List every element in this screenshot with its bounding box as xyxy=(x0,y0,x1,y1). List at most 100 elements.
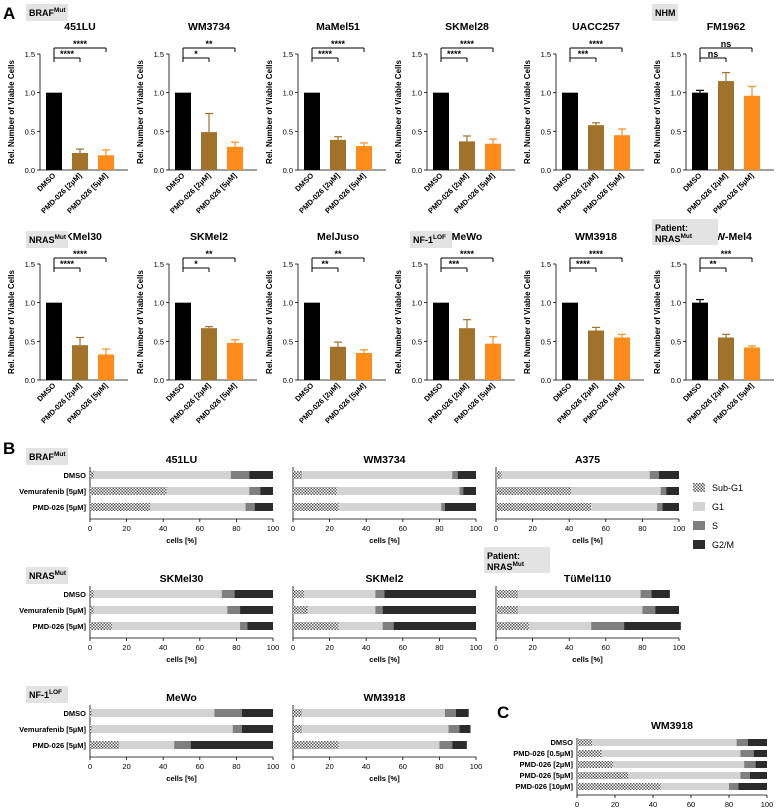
y-tick-label: 1.0 xyxy=(671,89,681,98)
x-tick-label: 100 xyxy=(470,524,483,533)
x-tick-label: 100 xyxy=(673,524,686,533)
x-tick-label: 20 xyxy=(325,643,333,652)
x-category-label: DMSO xyxy=(681,381,703,403)
bar-2-seg-2 xyxy=(517,606,643,614)
bar-1 xyxy=(304,92,320,170)
bar-2-seg-3 xyxy=(642,606,656,614)
bar-3-seg-2 xyxy=(591,503,658,511)
viability-chart-2: WM3734 Rel. Number of Viable Cells 0.0 0.5 1… xyxy=(136,21,257,215)
y-category-label: PMD-026 [5µM] xyxy=(33,741,87,750)
tag-patient-nras: Patient:NRASMut xyxy=(652,219,718,245)
bar-2-seg-1 xyxy=(496,606,518,614)
bar-3-seg-3 xyxy=(439,741,453,749)
sig-label-long: **** xyxy=(589,249,604,259)
sig-label-long: **** xyxy=(331,39,346,49)
bar-3-seg-3 xyxy=(657,503,663,511)
y-category-label: PMD-026 [10µM] xyxy=(515,782,573,791)
bar-3 xyxy=(98,354,114,380)
y-tick-label: 0.5 xyxy=(25,127,35,136)
bar-3 xyxy=(744,347,760,380)
y-axis-label: Rel. Number of Viable Cells xyxy=(7,270,16,374)
x-tick-label: 20 xyxy=(122,524,130,533)
x-tick-label: 0 xyxy=(88,524,92,533)
tag-b-3-text: NF-1LOF xyxy=(29,689,62,700)
bar-2 xyxy=(588,330,604,380)
y-axis-label: Rel. Number of Viable Cells xyxy=(265,60,274,164)
bar-1 xyxy=(562,302,578,380)
chart-title: SKMel30 xyxy=(160,573,204,585)
tag-b-1-text: BRAFMut xyxy=(29,451,66,462)
bar-1 xyxy=(46,302,62,380)
y-tick-label: 1.0 xyxy=(412,89,422,98)
bar-1-seg-3 xyxy=(452,471,458,479)
legend-label: Sub-G1 xyxy=(712,483,743,493)
x-category-label: DMSO xyxy=(551,171,573,193)
y-axis-label: Rel. Number of Viable Cells xyxy=(7,60,16,164)
bar-2-seg-2 xyxy=(601,750,741,757)
tag-nras: NRASMut xyxy=(26,231,68,248)
chart-title: MeWo xyxy=(452,231,483,243)
bar-2-seg-4 xyxy=(240,606,273,614)
x-category-label: DMSO xyxy=(35,171,57,193)
x-tick-label: 60 xyxy=(399,762,407,771)
bar-2-seg-2 xyxy=(93,606,228,614)
chart-title: WM3918 xyxy=(575,231,617,243)
bar-1 xyxy=(433,302,449,380)
sig-label-short: **** xyxy=(447,49,462,59)
legend: Sub-G1 G1 S G2/M xyxy=(693,483,743,550)
y-tick-label: 1.0 xyxy=(541,89,551,98)
y-category-label: DMSO xyxy=(64,709,87,718)
bar-3 xyxy=(227,146,243,170)
bar-1-seg-1 xyxy=(90,709,92,717)
legend-swatch xyxy=(693,483,705,492)
sig-label-long: ** xyxy=(205,249,213,259)
bar-3-seg-1 xyxy=(496,622,529,630)
bar-1-seg-1 xyxy=(496,590,518,598)
bar-1-seg-2 xyxy=(517,590,641,598)
sig-label-short: *** xyxy=(578,49,589,59)
x-axis-label: cells [%] xyxy=(166,774,197,783)
bar-1-seg-2 xyxy=(93,471,231,479)
bar-3 xyxy=(356,352,372,380)
bar-3-seg-4 xyxy=(254,503,273,511)
y-tick-label: 1.5 xyxy=(283,260,293,269)
bar-3-seg-2 xyxy=(338,503,442,511)
bar-2 xyxy=(72,345,88,380)
bar-2 xyxy=(459,141,475,170)
x-tick-label: 100 xyxy=(761,800,774,808)
tag-braf-bg xyxy=(26,4,68,21)
bar-3-seg-2 xyxy=(150,503,246,511)
viability-chart-7: SKMel30 Rel. Number of Viable Cells 0.0 0.5… xyxy=(7,231,128,425)
bar-1-seg-3 xyxy=(444,709,456,717)
x-tick-label: 100 xyxy=(673,643,686,652)
bar-5-seg-1 xyxy=(577,783,661,790)
x-axis-label: cells [%] xyxy=(369,774,400,783)
bar-3-seg-2 xyxy=(613,761,745,768)
bar-1-seg-2 xyxy=(303,590,376,598)
chart-title: SKMel28 xyxy=(445,21,489,33)
chart-title: WM3734 xyxy=(188,21,230,33)
tag-b-2: NRASMut xyxy=(26,567,68,584)
y-tick-label: 0.0 xyxy=(671,376,681,385)
bar-4-seg-3 xyxy=(740,772,750,779)
y-category-label: Vemurafenib [5µM] xyxy=(19,606,86,615)
y-axis-label: Rel. Number of Viable Cells xyxy=(523,270,532,374)
bar-2-seg-2 xyxy=(336,487,460,495)
bar-3-seg-4 xyxy=(190,741,273,749)
chart-title: SKMel30 xyxy=(58,231,102,243)
chart-title: WM3918 xyxy=(651,720,693,732)
y-tick-label: 0.5 xyxy=(283,127,293,136)
tag-b-patient-text: Patient: xyxy=(487,551,520,561)
sig-label-short: **** xyxy=(60,49,75,59)
sig-label-short: **** xyxy=(60,259,75,269)
bar-2-seg-3 xyxy=(448,725,460,733)
bar-1-seg-4 xyxy=(234,590,273,598)
bar-2-seg-4 xyxy=(666,487,679,495)
x-tick-label: 20 xyxy=(528,524,536,533)
bar-2 xyxy=(588,125,604,170)
x-tick-label: 80 xyxy=(435,524,443,533)
bar-1-seg-2 xyxy=(501,471,650,479)
bar-3-seg-4 xyxy=(247,622,273,630)
bar-1 xyxy=(433,92,449,170)
